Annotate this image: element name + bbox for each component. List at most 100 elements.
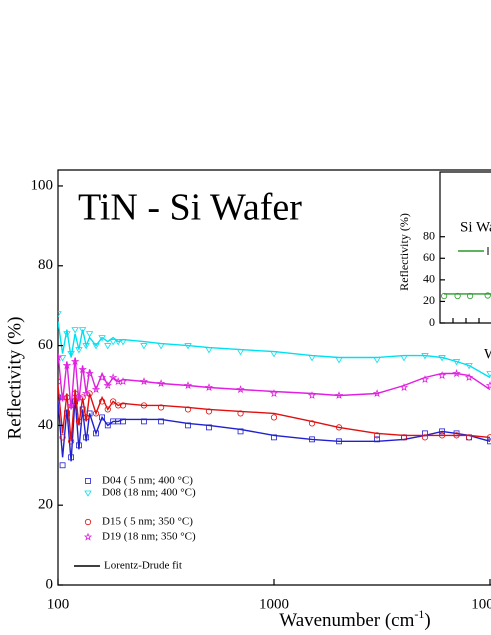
x-tick-label: 100 [47,596,70,612]
marker [237,410,244,417]
fit-line [58,397,491,462]
x-axis-label-part: -1 [414,607,424,621]
marker [421,434,429,441]
marker [82,343,90,350]
marker [71,327,79,334]
marker [85,331,94,338]
marker [140,343,148,350]
legend-marker [84,518,92,526]
marker [335,357,343,364]
marker [70,357,80,366]
marker [98,335,106,342]
marker [374,436,380,443]
marker [486,371,491,378]
marker [92,343,100,350]
marker [62,361,72,370]
legend-label: D15 ( 5 nm; 350 °C) [102,516,193,528]
marker [119,402,127,409]
marker [59,434,66,441]
marker [118,377,128,386]
marker [307,391,317,399]
legend-marker [83,532,93,541]
y-tick-label: 80 [423,228,435,242]
y-tick-label: 40 [423,272,435,286]
marker [236,349,245,356]
marker [68,454,75,461]
marker [439,428,445,435]
marker [119,339,127,346]
marker [91,385,101,394]
marker [99,414,105,421]
marker [158,418,164,425]
marker [157,404,165,411]
marker [58,355,67,362]
marker [93,430,99,437]
marker [205,408,213,415]
marker [236,385,245,394]
marker [453,432,460,439]
inset-text: Si Wafer [458,219,491,255]
marker [59,462,66,469]
marker [79,406,86,413]
marker [452,359,461,366]
marker [204,383,214,392]
marker [308,420,316,427]
marker [334,391,344,399]
marker [104,422,111,429]
plot-area [441,292,491,300]
inset-xlabel-clip: Wavenumber [484,346,491,362]
legend-marker [85,478,91,484]
marker [485,381,491,390]
marker [108,373,118,382]
marker [237,428,244,435]
marker [103,381,112,390]
y-tick-label: 20 [38,497,53,513]
marker [83,434,90,441]
marker [68,438,75,445]
y-tick-label: 0 [429,315,435,329]
y-axis-label: Reflectivity (%) [4,317,25,440]
legend-label: D08 (18 nm; 400 °C) [102,487,196,499]
marker [66,401,76,409]
marker [465,434,473,441]
marker [184,343,192,350]
marker [97,373,107,382]
fit-line [58,321,491,379]
marker [109,339,117,346]
marker [400,434,408,441]
marker [400,355,408,362]
marker [269,389,279,398]
marker [74,393,84,401]
marker [120,418,126,425]
marker [92,410,100,417]
marker [104,343,112,350]
inset-x-axis-label: Wavenumber [484,346,491,362]
marker [438,432,446,439]
marker [309,436,315,443]
marker [486,434,491,441]
marker [336,438,342,445]
marker [465,363,473,370]
y-tick-label: 0 [46,576,54,592]
marker [335,424,343,431]
marker [110,398,117,405]
y-tick-label: 40 [38,417,53,433]
marker [454,292,461,300]
marker [373,357,381,364]
marker [72,398,79,405]
marker [464,373,474,382]
legend-label: D04 ( 5 nm; 400 °C) [102,475,193,487]
marker [421,353,429,360]
marker [67,351,75,358]
marker [104,406,111,413]
marker [81,389,91,398]
marker [484,292,491,299]
marker [140,402,148,409]
marker [76,442,82,449]
x-axis-label-part: ) [424,610,430,631]
marker [115,402,122,409]
marker [206,424,212,431]
y-tick-label: 100 [31,177,54,193]
chart-title: TiN - Si Wafer [78,187,302,229]
